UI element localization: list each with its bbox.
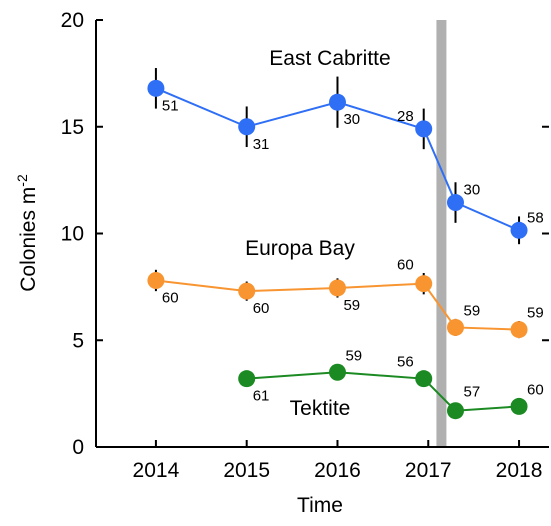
y-tick-label: 0 xyxy=(72,436,84,459)
x-tick-label: 2018 xyxy=(496,459,543,482)
sample-size-label: 59 xyxy=(343,297,360,314)
shaded-band xyxy=(436,20,447,447)
data-point xyxy=(147,79,165,97)
data-point xyxy=(238,370,256,388)
data-point xyxy=(238,282,256,300)
sample-size-label: 60 xyxy=(162,289,179,306)
sample-size-label: 60 xyxy=(527,381,544,398)
data-point xyxy=(415,370,433,388)
sample-size-label: 59 xyxy=(463,302,480,319)
sample-size-label: 59 xyxy=(345,347,362,364)
data-point xyxy=(328,279,346,297)
sample-size-label: 59 xyxy=(527,305,544,322)
data-point xyxy=(510,397,528,415)
sample-size-label: 51 xyxy=(162,97,179,114)
sample-size-label: 60 xyxy=(397,257,414,274)
series-label: Europa Bay xyxy=(245,237,355,260)
series-line xyxy=(155,279,520,331)
data-point xyxy=(328,93,346,111)
data-point xyxy=(510,221,528,239)
sample-size-label: 28 xyxy=(397,108,414,125)
data-point xyxy=(446,402,464,420)
y-tick-label: 15 xyxy=(61,116,84,139)
data-point xyxy=(415,120,433,138)
x-axis-label: Time xyxy=(297,494,343,517)
x-tick-label: 2014 xyxy=(133,459,180,482)
data-point xyxy=(415,275,433,293)
y-tick-label: 10 xyxy=(61,223,84,246)
y-tick-label: 5 xyxy=(72,329,84,352)
sample-size-label: 57 xyxy=(463,384,480,401)
sample-size-label: 30 xyxy=(463,182,480,199)
data-point xyxy=(446,194,464,212)
data-point xyxy=(510,321,528,339)
sample-size-label: 31 xyxy=(253,136,270,153)
sample-size-label: 60 xyxy=(253,300,270,317)
x-tick-label: 2017 xyxy=(405,459,452,482)
sample-size-label: 61 xyxy=(253,388,270,405)
y-tick-label: 20 xyxy=(61,9,84,32)
data-point xyxy=(238,118,256,136)
series-label: East Cabritte xyxy=(269,47,390,70)
sample-size-label: 30 xyxy=(343,111,360,128)
data-point xyxy=(446,318,464,336)
sample-size-label: 56 xyxy=(397,354,414,371)
x-tick-label: 2015 xyxy=(223,459,270,482)
y-axis-label: Colonies m-2 xyxy=(14,174,40,292)
series-label: Tektite xyxy=(290,397,351,420)
data-point xyxy=(328,363,346,381)
x-tick-label: 2016 xyxy=(314,459,361,482)
series-line xyxy=(155,87,520,232)
sample-size-label: 58 xyxy=(527,209,544,226)
y-axis-label-superscript: -2 xyxy=(14,174,30,187)
data-point xyxy=(147,271,165,289)
y-axis-label-text: Colonies m xyxy=(17,187,40,292)
